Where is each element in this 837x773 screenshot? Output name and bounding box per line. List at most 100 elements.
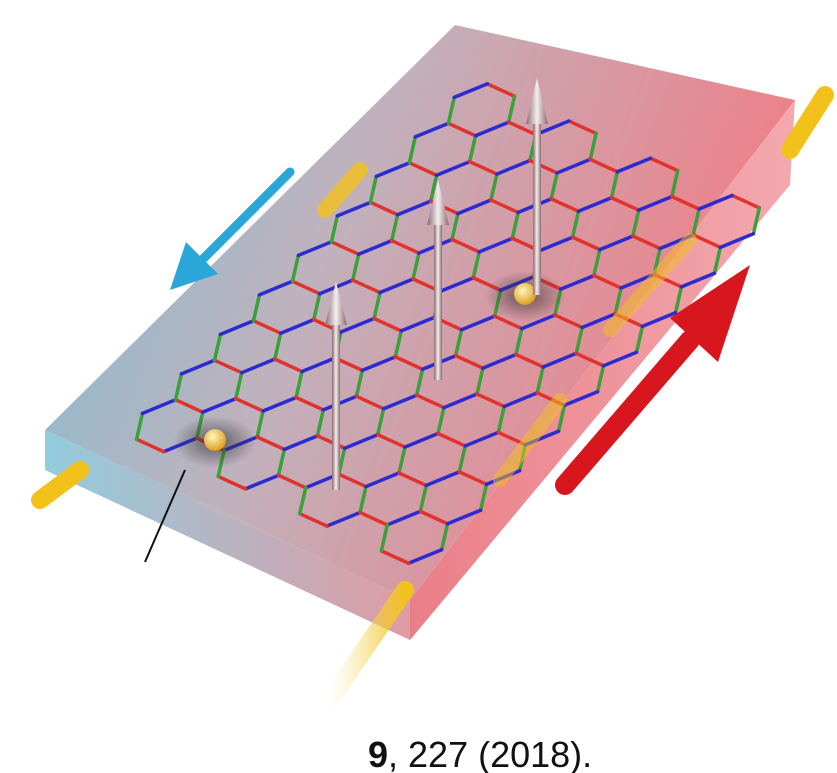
bond <box>492 314 524 331</box>
bond <box>337 472 368 489</box>
bond <box>216 474 248 491</box>
bond <box>354 368 365 399</box>
bond <box>411 251 421 281</box>
bond <box>358 484 368 515</box>
bond <box>276 473 308 490</box>
bond <box>570 209 581 239</box>
bond <box>556 403 567 433</box>
bond <box>403 431 440 449</box>
blue-arrow-head <box>170 242 218 290</box>
bond <box>399 315 437 333</box>
bond <box>730 193 762 210</box>
bond <box>378 277 415 295</box>
spin-head <box>427 180 449 225</box>
bond <box>379 523 390 553</box>
bond <box>372 290 382 321</box>
bond <box>356 238 394 256</box>
bond <box>372 316 404 333</box>
bond <box>354 394 386 411</box>
bond <box>173 398 205 414</box>
bond <box>459 314 497 332</box>
bond <box>534 119 571 137</box>
bond <box>615 156 653 174</box>
bond <box>541 351 578 369</box>
bond <box>360 355 398 373</box>
spin-shaft <box>434 220 442 380</box>
leads <box>31 86 834 709</box>
bond <box>609 170 620 200</box>
lead <box>321 581 414 709</box>
bond <box>173 372 184 402</box>
bond <box>467 159 499 176</box>
bond <box>609 195 641 212</box>
bond <box>434 159 472 177</box>
bond <box>379 549 411 566</box>
bond <box>339 316 376 334</box>
bond <box>489 172 499 202</box>
spin-shaft <box>332 320 340 490</box>
bond <box>640 311 678 329</box>
spin-head <box>325 282 347 325</box>
bond <box>393 329 404 359</box>
bond <box>329 240 361 256</box>
bond <box>368 200 400 217</box>
bond <box>335 200 373 218</box>
bond <box>574 351 606 368</box>
bond <box>473 120 511 138</box>
bond <box>368 174 379 205</box>
bond <box>294 395 326 412</box>
bond <box>255 409 265 439</box>
bond <box>751 206 762 236</box>
bond <box>290 253 301 284</box>
bond <box>477 236 515 254</box>
bond <box>395 199 433 217</box>
bond <box>140 398 178 416</box>
bond <box>592 247 602 278</box>
bond <box>407 161 439 177</box>
bond <box>457 470 489 487</box>
bond <box>555 157 592 175</box>
bond <box>453 353 485 370</box>
bond <box>712 245 723 276</box>
bond <box>634 324 645 355</box>
bond <box>393 355 425 371</box>
bond <box>134 411 145 442</box>
bond <box>549 171 559 201</box>
bond <box>414 367 425 397</box>
bond <box>537 235 575 253</box>
bond <box>549 197 581 214</box>
charge <box>514 283 536 305</box>
bond <box>315 434 347 450</box>
red-arrow-head <box>670 265 750 362</box>
bond <box>418 483 428 514</box>
bond <box>670 168 680 199</box>
bond <box>439 522 450 552</box>
bond <box>637 194 674 212</box>
bond <box>467 133 478 164</box>
bond <box>438 276 476 294</box>
bond <box>294 369 304 400</box>
bond <box>134 437 166 454</box>
citation: 9, 227 (2018). <box>368 734 592 773</box>
bond <box>471 250 481 280</box>
lead <box>31 461 89 509</box>
bond <box>290 279 322 296</box>
pointer-line <box>144 469 186 563</box>
bond <box>576 195 614 214</box>
bond <box>495 158 532 176</box>
bond <box>697 193 734 211</box>
bond <box>691 207 701 237</box>
red-arrow-shaft <box>555 330 700 495</box>
bond <box>588 131 598 162</box>
bond <box>631 208 641 238</box>
charge <box>204 429 226 451</box>
bond <box>436 431 467 448</box>
bond <box>273 331 283 361</box>
bond <box>559 273 596 291</box>
bond <box>595 364 606 394</box>
blue-arrow-shaft <box>195 167 295 267</box>
bond <box>428 173 439 203</box>
bond <box>389 212 400 243</box>
bond <box>506 94 517 124</box>
bond <box>243 473 281 491</box>
